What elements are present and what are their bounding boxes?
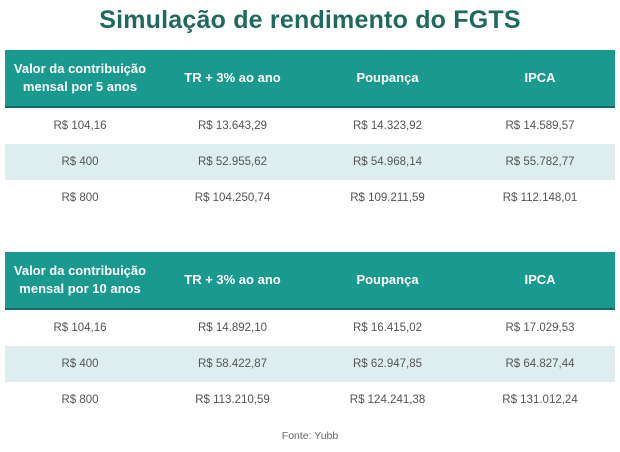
column-header: Poupança: [310, 50, 465, 108]
column-header: TR + 3% ao ano: [155, 252, 310, 310]
table-cell: R$ 109.211,59: [350, 192, 425, 204]
header-row: Valor da contribuição mensal por 5 anos T…: [5, 50, 615, 108]
table-cell: R$ 14.589,57: [505, 120, 575, 132]
column-header: Poupança: [310, 252, 465, 310]
table-row: R$ 104,16 R$ 13.643,29 R$ 14.323,92 R$ 14.5…: [5, 107, 615, 144]
table-cell: R$ 400: [5, 346, 155, 382]
table-10-years: Valor da contribuição mensal por 10 anos…: [5, 252, 615, 418]
table-cell: R$ 800: [61, 192, 99, 204]
table-cell: R$ 13.643,29: [197, 120, 268, 132]
table-cell: R$ 104,16: [53, 120, 107, 132]
table-cell: R$ 17.029,53: [505, 322, 575, 334]
table-row: R$ 400 R$ 52.955,62 R$ 54.968,14 R$ 55.782,…: [5, 144, 615, 180]
table-cell: R$ 104.250,74: [194, 192, 271, 204]
header-row: Valor da contribuição mensal por 10 anos…: [5, 252, 615, 310]
table-5-years: Valor da contribuição mensal por 5 anos T…: [5, 50, 615, 216]
column-header: Valor da contribuição mensal por 10 anos: [5, 252, 155, 310]
table-cell: R$ 52.955,62: [155, 144, 310, 180]
page-title: Simulação de rendimento do FGTS: [99, 6, 521, 34]
column-header: TR + 3% ao ano: [155, 50, 310, 108]
column-header: IPCA: [465, 252, 615, 310]
table-cell: R$ 54.968,14: [310, 144, 465, 180]
table-cell: R$ 113.210,59: [195, 394, 270, 406]
table-cell: R$ 104,16: [53, 322, 107, 334]
table-cell: R$ 124.241,38: [349, 394, 426, 406]
table-cell: R$ 800: [61, 394, 99, 406]
table-cell: R$ 64.827,44: [465, 346, 615, 382]
table-cell: R$ 14.323,92: [352, 120, 423, 132]
table-cell: R$ 16.415,02: [352, 322, 423, 334]
table-row: R$ 800 R$ 113.210,59 R$ 124.241,38 R$ 131.0…: [5, 382, 615, 418]
table-row: R$ 800 R$ 104.250,74 R$ 109.211,59 R$ 112.1…: [5, 180, 615, 216]
table-cell: R$ 400: [5, 144, 155, 180]
table-cell: R$ 62.947,85: [310, 346, 465, 382]
table-cell: R$ 131.012,24: [502, 394, 578, 406]
source-note: Fonte: Yubb: [281, 430, 339, 442]
table-row: R$ 104,16 R$ 14.892,10 R$ 16.415,02 R$ 17.0…: [5, 309, 615, 346]
column-header: IPCA: [465, 50, 615, 108]
table-cell: R$ 55.782,77: [465, 144, 615, 180]
table-cell: R$ 112.148,01: [502, 192, 578, 204]
table-cell: R$ 14.892,10: [197, 322, 268, 334]
column-header: Valor da contribuição mensal por 5 anos: [5, 50, 155, 108]
table-cell: R$ 58.422,87: [155, 346, 310, 382]
table-row: R$ 400 R$ 58.422,87 R$ 62.947,85 R$ 64.827,…: [5, 346, 615, 382]
